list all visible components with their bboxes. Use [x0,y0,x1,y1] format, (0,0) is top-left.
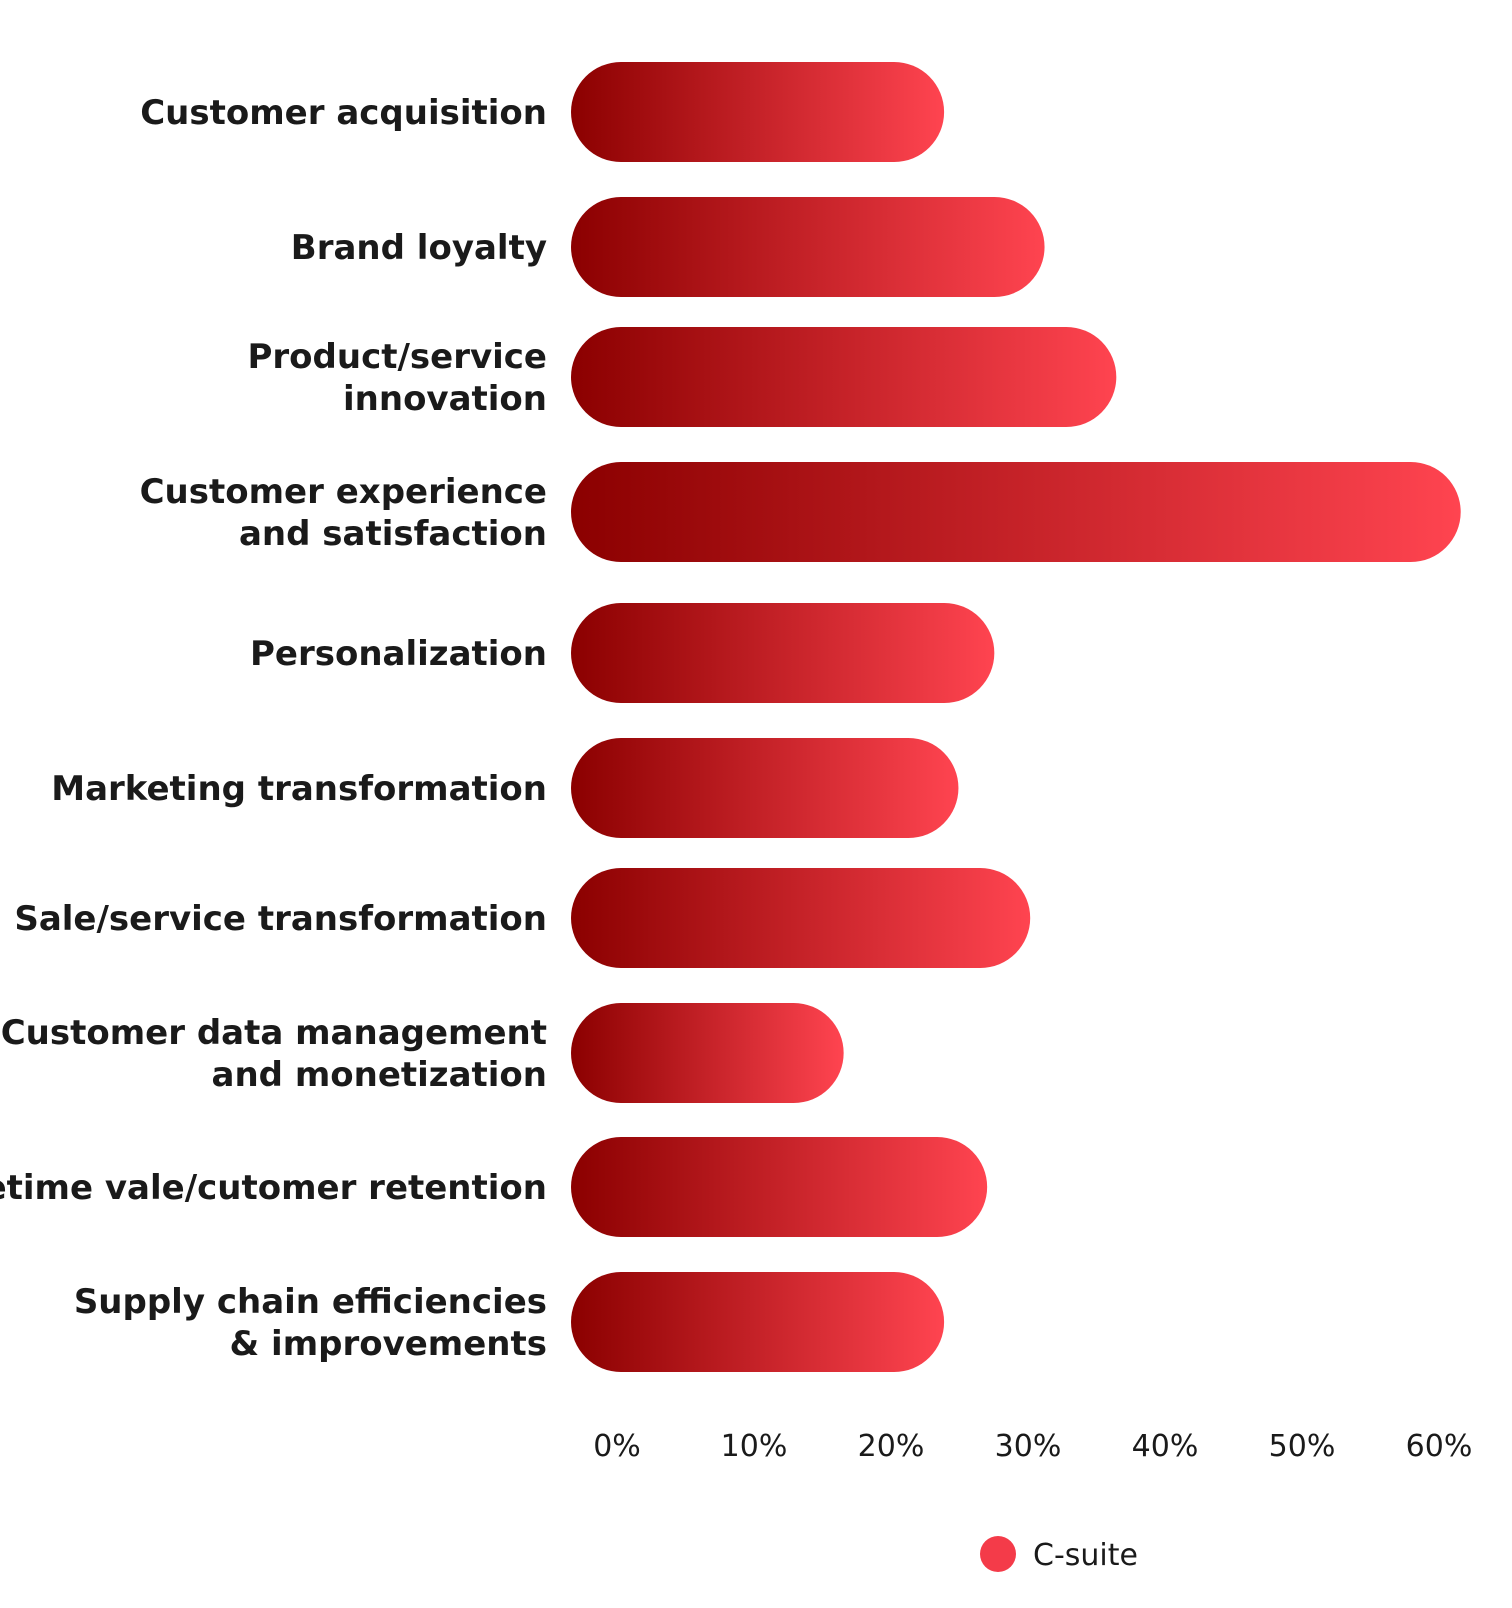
legend-marker [980,1536,1016,1572]
x-tick-label: 10% [721,1429,788,1464]
category-label: Personalization [250,634,547,674]
x-tick-label: 40% [1132,1429,1199,1464]
category-label: Sale/service transformation [14,899,547,939]
x-tick-label: 20% [858,1429,925,1464]
bar [571,868,1031,968]
bar [571,1003,844,1103]
legend-label: C-suite [1033,1538,1138,1573]
category-label: Brand loyalty [291,228,547,268]
category-labels: Customer acquisition Brand loyalty Product… [0,93,547,1364]
bar [571,738,959,838]
x-tick-label: 30% [995,1429,1062,1464]
bar [571,327,1117,427]
category-label: Customer experience and satisfaction [140,472,547,554]
category-label: Supply chain efficiencies & improvements [74,1282,547,1364]
bar [571,1272,945,1372]
category-label: Marketing transformation [51,769,547,809]
bar [571,62,945,162]
category-label: Lifetime vale/cutomer retention [0,1168,547,1208]
x-axis-ticks: 0% 10% 20% 30% 40% 50% 60% [593,1429,1472,1464]
category-label: Product/service innovation [247,337,547,419]
category-label: Customer acquisition [140,93,547,133]
bars-layer [571,62,1461,1372]
bar [571,197,1045,297]
bar [571,1137,988,1237]
x-tick-label: 60% [1406,1429,1473,1464]
category-label: Customer data management and monetization [1,1013,547,1095]
x-tick-label: 0% [593,1429,641,1464]
legend: C-suite [980,1536,1138,1573]
bar [571,603,995,703]
bar [571,462,1461,562]
x-tick-label: 50% [1269,1429,1336,1464]
